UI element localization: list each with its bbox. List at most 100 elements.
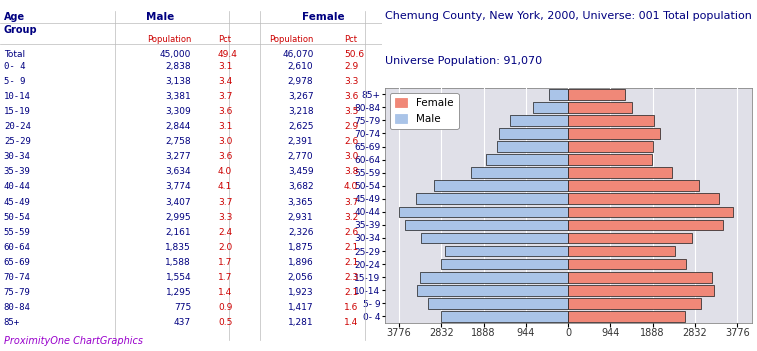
Text: 70-74: 70-74 bbox=[4, 273, 31, 282]
Bar bbox=[434, 180, 568, 191]
Text: Total: Total bbox=[4, 50, 25, 59]
Bar bbox=[444, 246, 568, 257]
Text: 15-19: 15-19 bbox=[4, 107, 31, 116]
Text: 2,056: 2,056 bbox=[288, 273, 313, 282]
Bar bbox=[568, 141, 653, 152]
Text: Pct: Pct bbox=[344, 35, 357, 44]
Text: 3.1: 3.1 bbox=[218, 62, 232, 71]
Bar bbox=[417, 285, 568, 296]
Text: 3,277: 3,277 bbox=[166, 152, 191, 161]
Text: 45-49: 45-49 bbox=[4, 198, 31, 206]
Text: 3,309: 3,309 bbox=[165, 107, 191, 116]
Text: 25-29: 25-29 bbox=[4, 137, 31, 146]
Bar bbox=[568, 285, 715, 296]
Text: 1,417: 1,417 bbox=[288, 303, 313, 312]
Text: 65-69: 65-69 bbox=[4, 258, 31, 267]
Text: 1,875: 1,875 bbox=[288, 243, 313, 252]
Text: 60-64: 60-64 bbox=[4, 243, 31, 252]
Bar bbox=[568, 128, 660, 139]
Text: 1,295: 1,295 bbox=[166, 288, 191, 297]
Bar bbox=[420, 272, 568, 283]
Text: 2,758: 2,758 bbox=[166, 137, 191, 146]
Bar bbox=[549, 89, 568, 100]
Text: 3,218: 3,218 bbox=[288, 107, 313, 116]
Text: 3.5: 3.5 bbox=[344, 107, 358, 116]
Bar bbox=[534, 102, 568, 113]
Text: 3.4: 3.4 bbox=[218, 77, 232, 86]
Bar bbox=[568, 193, 719, 204]
Text: 2.1: 2.1 bbox=[344, 288, 358, 297]
Text: 3,459: 3,459 bbox=[288, 167, 313, 177]
Bar bbox=[510, 115, 568, 126]
Text: 2.6: 2.6 bbox=[344, 228, 358, 237]
Text: 2,610: 2,610 bbox=[288, 62, 313, 71]
Bar bbox=[568, 115, 654, 126]
Text: 2.9: 2.9 bbox=[344, 62, 358, 71]
Legend: Female, Male: Female, Male bbox=[390, 93, 459, 129]
Text: Pct: Pct bbox=[218, 35, 231, 44]
Text: 0.5: 0.5 bbox=[218, 318, 232, 327]
Text: 3.3: 3.3 bbox=[218, 213, 232, 221]
Text: 85+: 85+ bbox=[4, 318, 20, 327]
Bar bbox=[568, 89, 625, 100]
Text: 1.7: 1.7 bbox=[218, 258, 232, 267]
Bar bbox=[497, 141, 568, 152]
Text: 3,138: 3,138 bbox=[165, 77, 191, 86]
Bar bbox=[568, 246, 675, 257]
Text: 3,381: 3,381 bbox=[165, 92, 191, 101]
Text: 3.7: 3.7 bbox=[344, 198, 358, 206]
Bar bbox=[486, 154, 568, 165]
Bar bbox=[472, 167, 568, 178]
Text: 3,407: 3,407 bbox=[166, 198, 191, 206]
Bar bbox=[416, 193, 568, 204]
Text: Age: Age bbox=[4, 12, 25, 22]
Text: Universe Population: 91,070: Universe Population: 91,070 bbox=[385, 56, 542, 66]
Text: 3,634: 3,634 bbox=[166, 167, 191, 177]
Text: 20-24: 20-24 bbox=[4, 122, 31, 131]
Text: 2.4: 2.4 bbox=[218, 228, 232, 237]
Text: 2.3: 2.3 bbox=[344, 273, 358, 282]
Bar bbox=[422, 233, 568, 243]
Text: 1.7: 1.7 bbox=[218, 273, 232, 282]
Bar bbox=[568, 220, 723, 230]
Text: Group: Group bbox=[4, 25, 37, 34]
Text: 3,682: 3,682 bbox=[288, 183, 313, 192]
Text: 2,844: 2,844 bbox=[166, 122, 191, 131]
Text: 3.7: 3.7 bbox=[218, 198, 232, 206]
Text: 1.4: 1.4 bbox=[344, 318, 358, 327]
Text: 3.7: 3.7 bbox=[218, 92, 232, 101]
Text: 1,554: 1,554 bbox=[166, 273, 191, 282]
Text: 45,000: 45,000 bbox=[160, 50, 191, 59]
Text: 49.4: 49.4 bbox=[218, 50, 238, 59]
Text: 1.4: 1.4 bbox=[218, 288, 232, 297]
Text: 2,978: 2,978 bbox=[288, 77, 313, 86]
Bar bbox=[441, 259, 568, 270]
Text: 437: 437 bbox=[174, 318, 191, 327]
Text: 0.9: 0.9 bbox=[218, 303, 232, 312]
Bar bbox=[568, 206, 733, 217]
Text: ProximityOne ChartGraphics: ProximityOne ChartGraphics bbox=[4, 336, 143, 346]
Bar bbox=[568, 298, 702, 309]
Text: 35-39: 35-39 bbox=[4, 167, 31, 177]
Bar bbox=[568, 233, 692, 243]
Text: 55-59: 55-59 bbox=[4, 228, 31, 237]
Bar bbox=[441, 311, 568, 322]
Bar bbox=[568, 102, 631, 113]
Text: 2.6: 2.6 bbox=[344, 137, 358, 146]
Text: 3,774: 3,774 bbox=[166, 183, 191, 192]
Text: 2,625: 2,625 bbox=[288, 122, 313, 131]
Bar bbox=[568, 259, 686, 270]
Text: Population: Population bbox=[147, 35, 191, 44]
Text: 2,161: 2,161 bbox=[166, 228, 191, 237]
Text: 3.6: 3.6 bbox=[218, 107, 232, 116]
Text: 50-54: 50-54 bbox=[4, 213, 31, 221]
Text: 50.6: 50.6 bbox=[344, 50, 364, 59]
Text: 3.0: 3.0 bbox=[344, 152, 358, 161]
Text: 1,896: 1,896 bbox=[288, 258, 313, 267]
Text: 1,281: 1,281 bbox=[288, 318, 313, 327]
Text: 4.0: 4.0 bbox=[218, 167, 232, 177]
Text: 3.0: 3.0 bbox=[218, 137, 232, 146]
Text: Female: Female bbox=[302, 12, 344, 22]
Text: 2,770: 2,770 bbox=[288, 152, 313, 161]
Bar bbox=[568, 311, 685, 322]
